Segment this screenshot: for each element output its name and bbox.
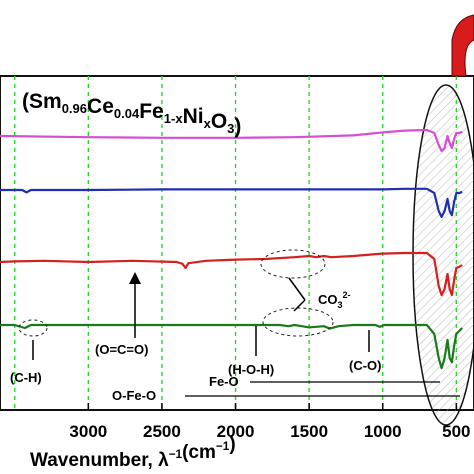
x-ticks: 3000 2500 2000 1500 1000 500 [69, 403, 471, 441]
annotation-ch: (C-H) [10, 370, 42, 385]
x-tick-label-2500: 2500 [143, 422, 181, 441]
x-axis-label: Wavenumber, λ−1(cm−1) [30, 434, 236, 471]
x-tick-label-1000: 1000 [364, 422, 402, 441]
annotation-co3: CO32- [318, 290, 351, 310]
annotations: (O=C=O) (C-H) (H-O-H) (C-O) CO32- Fe-O O… [10, 249, 460, 403]
red-tube-shape [451, 14, 474, 77]
annotation-co: (C-O) [349, 358, 382, 373]
co3-dashed-ellipse-upper [260, 249, 326, 279]
chart-title: (Sm0.96Ce0.04Fe1-xNixO3) [22, 90, 241, 138]
series-line-4 [0, 323, 463, 370]
co3-dashed-ellipse-lower [262, 307, 334, 337]
annotation-co2: (O=C=O) [95, 342, 148, 357]
x-tick-label-1500: 1500 [290, 422, 328, 441]
series-line-2 [0, 187, 463, 219]
co3-arrow-down [293, 299, 306, 312]
series-line-1 [0, 128, 463, 153]
co3-arrow-up [288, 277, 306, 301]
x-tick-label-3000: 3000 [69, 422, 107, 441]
series-line-3 [0, 251, 463, 297]
plot-frame [0, 75, 474, 411]
annotation-ofeo: O-Fe-O [112, 388, 156, 403]
x-tick-label-2000: 2000 [217, 422, 255, 441]
annotation-hoh: (H-O-H) [228, 362, 274, 377]
highlight-ellipse [412, 84, 474, 426]
series-lines-front [0, 128, 463, 370]
annotation-feo: Fe-O [209, 374, 239, 389]
ch-dashed-ellipse [18, 319, 48, 337]
x-tick-label-500: 500 [442, 422, 470, 441]
